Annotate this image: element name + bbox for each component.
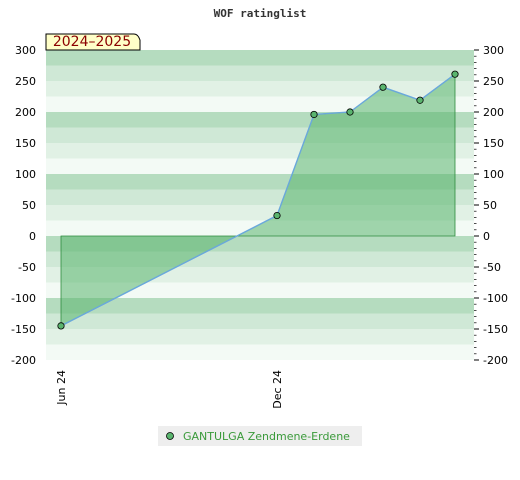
y-tick-label-right: 250: [483, 75, 504, 88]
y-tick-label-left: -50: [18, 261, 36, 274]
y-tick-label-left: 0: [29, 230, 36, 243]
data-point[interactable]: [273, 211, 281, 220]
y-tick-label-right: -150: [483, 323, 508, 336]
background-band: [46, 81, 474, 97]
season-badge: 2024–2025: [45, 33, 141, 51]
data-point[interactable]: [346, 108, 354, 116]
y-tick-label-left: -200: [11, 354, 36, 367]
background-band: [46, 65, 474, 81]
legend[interactable]: GANTULGA Zendmene-Erdene: [158, 426, 362, 446]
y-tick-label-left: 50: [22, 199, 36, 212]
y-tick-label-right: 50: [483, 199, 497, 212]
y-tick-label-left: 300: [15, 44, 36, 57]
background-band: [46, 344, 474, 360]
background-band: [46, 298, 474, 314]
y-tick-label-right: 100: [483, 168, 504, 181]
background-band: [46, 329, 474, 345]
season-badge-label: 2024–2025: [53, 34, 131, 50]
data-point[interactable]: [416, 96, 424, 104]
legend-marker: [166, 432, 174, 440]
x-tick-label: Jun 24: [55, 370, 68, 406]
chart-title: WOF ratinglist: [214, 7, 307, 20]
data-point[interactable]: [379, 83, 387, 91]
x-tick-label: Dec 24: [271, 370, 284, 409]
data-points: [57, 70, 459, 330]
y-tick-label-right: 150: [483, 137, 504, 150]
y-tick-label-left: 200: [15, 106, 36, 119]
y-tick-label-right: 200: [483, 106, 504, 119]
y-tick-label-left: 150: [15, 137, 36, 150]
y-tick-label-right: 300: [483, 44, 504, 57]
y-tick-label-left: 100: [15, 168, 36, 181]
y-axis-right: 300 250 200 150 100 50 0 -50 -100 -150 -200: [474, 44, 508, 367]
background-band: [46, 313, 474, 329]
y-tick-label-left: -150: [11, 323, 36, 336]
x-axis: Jun 24 Dec 24: [55, 370, 284, 409]
y-tick-label-right: -50: [483, 261, 501, 274]
y-tick-label-left: 250: [15, 75, 36, 88]
data-point[interactable]: [451, 70, 459, 78]
y-tick-label-left: -100: [11, 292, 36, 305]
y-axis-left: 300 250 200 150 100 50 0 -50 -100 -150 -200: [11, 44, 36, 367]
data-point[interactable]: [310, 110, 318, 119]
background-band: [46, 282, 474, 298]
legend-label: GANTULGA Zendmene-Erdene: [183, 430, 350, 443]
data-point[interactable]: [57, 322, 65, 330]
y-tick-label-right: -200: [483, 354, 508, 367]
y-tick-label-right: -100: [483, 292, 508, 305]
y-tick-label-right: 0: [483, 230, 490, 243]
background-band: [46, 50, 474, 66]
